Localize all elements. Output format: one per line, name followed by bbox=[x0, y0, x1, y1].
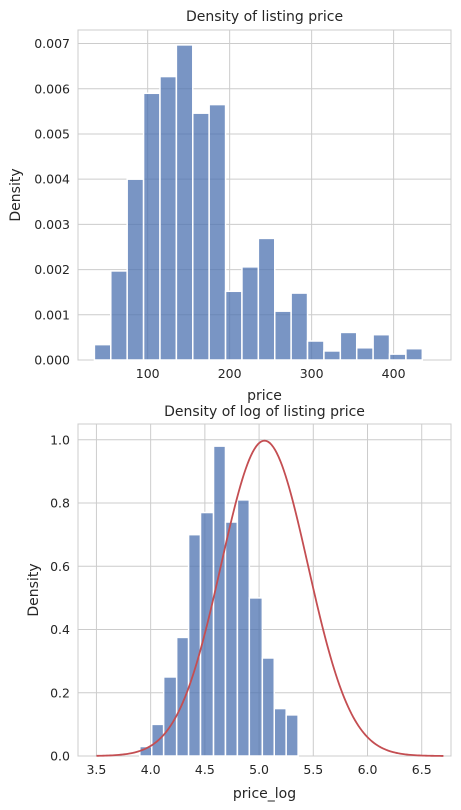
x-axis-label-1: price bbox=[247, 388, 282, 404]
histogram-bar bbox=[175, 636, 190, 757]
y-tick-label: 0.001 bbox=[34, 307, 70, 322]
x-tick-label: 3.5 bbox=[86, 762, 106, 777]
x-axis-label-2: price_log bbox=[233, 786, 296, 802]
histogram-bar bbox=[372, 333, 391, 361]
x-tick-label: 5.5 bbox=[303, 762, 323, 777]
y-axis-label-1: Density bbox=[8, 168, 24, 221]
histogram-bar bbox=[162, 676, 178, 757]
histogram-bar bbox=[212, 445, 227, 757]
histogram-bar bbox=[224, 521, 239, 757]
x-tick-label: 6.0 bbox=[358, 762, 378, 777]
histogram-bar bbox=[290, 292, 309, 361]
y-axis-label-2: Density bbox=[26, 563, 42, 616]
histogram-bar bbox=[208, 103, 227, 361]
y-tick-label: 0.2 bbox=[50, 685, 70, 700]
y-tick-label: 0.007 bbox=[34, 36, 70, 51]
histogram-bar bbox=[405, 347, 424, 361]
y-tick-label: 0.006 bbox=[34, 81, 70, 96]
histogram-bar bbox=[285, 714, 299, 757]
histogram-bar bbox=[175, 44, 194, 361]
histogram-bar bbox=[224, 290, 243, 361]
y-tick-label: 0.005 bbox=[34, 126, 70, 141]
histogram-bar bbox=[248, 597, 264, 757]
histogram-bar bbox=[159, 75, 178, 361]
histogram-bar bbox=[323, 350, 342, 361]
x-tick-label: 100 bbox=[136, 366, 160, 381]
y-tick-label: 0.8 bbox=[50, 496, 70, 511]
y-tick-label: 0.004 bbox=[34, 172, 70, 187]
histogram-bar bbox=[192, 112, 210, 361]
histogram-bar bbox=[126, 178, 145, 361]
bars-1 bbox=[93, 44, 424, 361]
x-tick-label: 200 bbox=[218, 366, 242, 381]
histogram-bar bbox=[93, 343, 112, 361]
chart-title-2: Density of log of listing price bbox=[164, 404, 365, 420]
histogram-bar bbox=[142, 92, 161, 361]
histogram-bar bbox=[110, 270, 128, 361]
y-tick-label: 0.003 bbox=[34, 217, 70, 232]
histogram-bar bbox=[199, 511, 215, 757]
x-tick-label: 5.0 bbox=[249, 762, 269, 777]
y-tick-label: 0.4 bbox=[50, 622, 70, 637]
y-tick-label: 0.6 bbox=[50, 559, 70, 574]
x-tick-label: 300 bbox=[300, 366, 324, 381]
histogram-bar bbox=[257, 237, 276, 361]
y-tick-labels-2: 0.0 0.2 0.4 0.6 0.8 1.0 bbox=[50, 432, 70, 763]
y-tick-label: 0.0 bbox=[50, 749, 70, 764]
y-tick-label: 0.000 bbox=[34, 353, 70, 368]
histogram-bar bbox=[241, 266, 260, 361]
x-tick-label: 4.5 bbox=[195, 762, 215, 777]
chart-listing-price-density: 100 200 300 400 0.0000.0010.0020.0030.0040.… bbox=[8, 9, 452, 404]
x-tick-labels-2: 3.5 4.0 4.5 5.0 5.5 6.0 6.5 bbox=[86, 762, 431, 777]
x-tick-label: 400 bbox=[382, 366, 406, 381]
histogram-bar bbox=[388, 353, 407, 361]
x-tick-labels-1: 100 200 300 400 bbox=[136, 366, 406, 381]
histogram-bar bbox=[261, 657, 276, 757]
histogram-bar bbox=[273, 310, 292, 361]
histogram-bar bbox=[355, 347, 374, 361]
histogram-bar bbox=[306, 340, 325, 361]
y-tick-label: 1.0 bbox=[50, 432, 70, 447]
bars-2 bbox=[139, 445, 299, 757]
y-tick-label: 0.002 bbox=[34, 262, 70, 277]
chart-log-price-density: 3.5 4.0 4.5 5.0 5.5 6.0 6.5 0.0 0.2 0.4 0.6 0.8 1.0… bbox=[26, 404, 452, 802]
normal-fit-curve bbox=[96, 439, 444, 757]
y-tick-labels-1: 0.000 0.001 0.002 0.003 0.004 0.005 0.006 0.007 bbox=[34, 36, 70, 367]
histogram-bar bbox=[236, 499, 251, 757]
x-tick-label: 6.5 bbox=[412, 762, 432, 777]
x-tick-label: 4.0 bbox=[141, 762, 161, 777]
histogram-bar bbox=[273, 707, 287, 757]
histogram-bar bbox=[187, 533, 202, 757]
chart-title-1: Density of listing price bbox=[186, 9, 343, 25]
histogram-bar bbox=[339, 331, 358, 361]
